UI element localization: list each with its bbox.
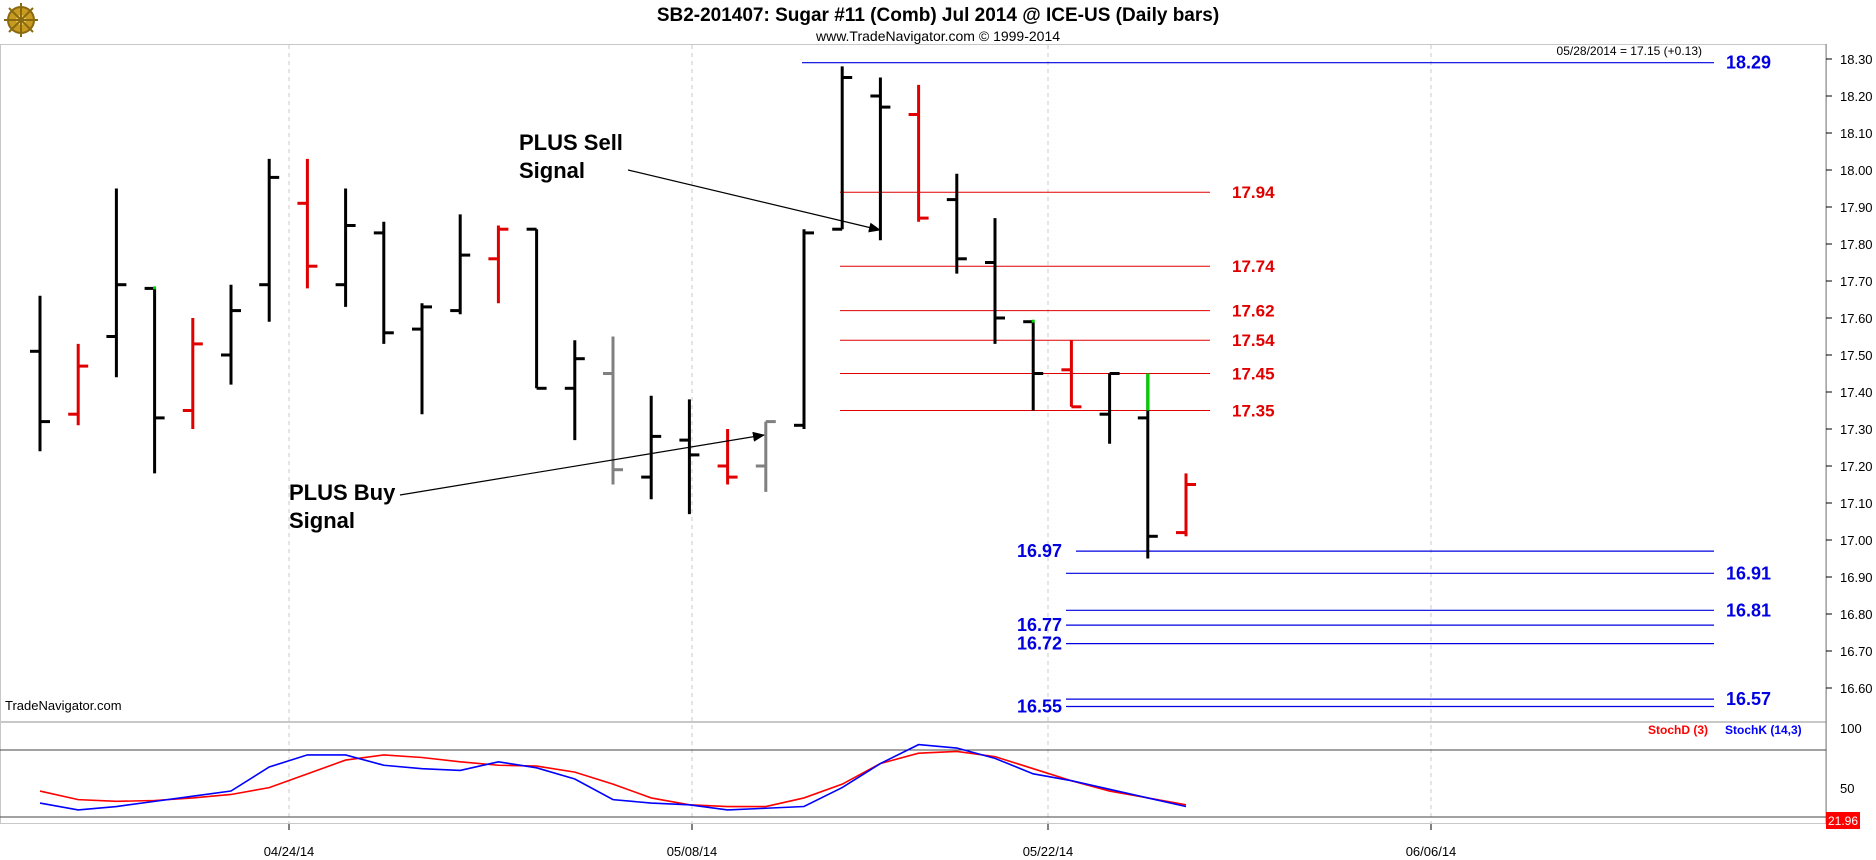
stoch-y-tick-label: 50 [1840, 781, 1854, 796]
stoch-panel-frame [0, 722, 1827, 824]
signal-annotation-line2: Signal [519, 158, 585, 183]
signal-dot [153, 286, 157, 290]
stoch-k-legend: StochK (14,3) [1725, 723, 1802, 737]
signal-annotation-line2: Signal [289, 508, 355, 533]
y-tick-label: 17.40 [1840, 385, 1873, 400]
support-label: 16.72 [1017, 634, 1062, 654]
ohlc-bar [832, 66, 853, 231]
stoch-y-tick-label: 100 [1840, 721, 1862, 736]
stoch-last-value: 21.96 [1828, 814, 1858, 828]
ohlc-bar [526, 227, 547, 390]
support-label: 16.57 [1726, 689, 1771, 709]
ohlc-bar [755, 420, 776, 492]
y-tick-label: 17.20 [1840, 459, 1873, 474]
watermark: TradeNavigator.com [5, 698, 122, 713]
ohlc-bar [412, 303, 432, 415]
signal-dot [1031, 319, 1035, 323]
signal-annotation-line1: PLUS Sell [519, 130, 623, 155]
ohlc-bar [221, 284, 241, 385]
price-axis: 18.30 18.20 18.10 18.00 17.90 17.80 17.70 17.60… [1826, 52, 1873, 696]
resistance-label: 17.94 [1232, 183, 1275, 202]
signal-arrow [399, 431, 765, 496]
ohlc-bar [450, 214, 471, 315]
ohlc-bar [946, 173, 967, 274]
chart-subtitle: www.TradeNavigator.com © 1999-2014 [815, 28, 1060, 44]
signal-annotation-line1: PLUS Buy [289, 480, 396, 505]
stoch-d-line [39, 750, 1187, 808]
ohlc-bar [30, 295, 50, 452]
resistance-label: 17.62 [1232, 302, 1275, 321]
ohlc-bar [373, 221, 394, 344]
ohlc-bar [603, 336, 623, 485]
y-tick-label: 17.90 [1840, 200, 1873, 215]
ohlc-bar [794, 229, 814, 429]
support-label: 16.81 [1726, 600, 1771, 620]
price-panel-frame [0, 44, 1827, 722]
y-tick-label: 17.10 [1840, 496, 1873, 511]
support-label: 16.91 [1726, 563, 1771, 583]
ohlc-bar [106, 188, 127, 378]
gridlines [288, 45, 1432, 824]
stoch-d-legend: StochD (3) [1648, 723, 1708, 737]
y-tick-label: 16.60 [1840, 681, 1873, 696]
stoch-k-line [39, 743, 1187, 811]
ohlc-bar [641, 395, 662, 500]
x-tick-label: 06/06/14 [1406, 844, 1457, 859]
y-tick-label: 18.30 [1840, 52, 1873, 67]
ohlc-bar [182, 318, 203, 429]
price-levels: 17.94 17.74 17.62 17.54 17.45 17.35 18.29 16.97… [802, 53, 1771, 717]
ohlc-bars [30, 66, 1196, 559]
ohlc-bar [908, 84, 929, 222]
ohlc-bar [870, 77, 891, 241]
resistance-label: 17.54 [1232, 331, 1275, 350]
ohlc-bar [297, 158, 318, 289]
ohlc-bar [564, 340, 585, 441]
support-label: 18.29 [1726, 53, 1771, 73]
date-axis: 04/24/14 05/08/14 05/22/14 06/06/14 [264, 824, 1457, 859]
ohlc-bar [144, 286, 165, 474]
y-tick-label: 18.10 [1840, 126, 1873, 141]
y-tick-label: 16.70 [1840, 644, 1873, 659]
chart-title: SB2-201407: Sugar #11 (Comb) Jul 2014 @ … [657, 5, 1219, 26]
ohlc-bar [679, 399, 700, 515]
ohlc-bar [717, 429, 738, 485]
header: SB2-201407: Sugar #11 (Comb) Jul 2014 @ … [4, 3, 1219, 44]
resistance-label: 17.35 [1232, 402, 1275, 421]
ohlc-bar [1061, 340, 1082, 409]
y-tick-label: 18.00 [1840, 163, 1873, 178]
y-tick-label: 17.70 [1840, 274, 1873, 289]
y-tick-label: 17.60 [1840, 311, 1873, 326]
y-tick-label: 17.80 [1840, 237, 1873, 252]
stoch-last-value-badge [1826, 812, 1860, 829]
resistance-label: 17.45 [1232, 365, 1275, 384]
y-tick-label: 17.50 [1840, 348, 1873, 363]
support-label: 16.55 [1017, 697, 1062, 717]
ohlc-bar [1137, 373, 1158, 559]
stochastic-panel: 100 50 StochD (3) StochK (14,3) 21.96 [0, 721, 1862, 829]
y-tick-label: 17.00 [1840, 533, 1873, 548]
ohlc-bar [1176, 473, 1196, 537]
ohlc-bar [1023, 319, 1044, 411]
x-tick-label: 04/24/14 [264, 844, 315, 859]
resistance-label: 17.74 [1232, 257, 1275, 276]
ohlc-bar [259, 158, 280, 322]
y-tick-label: 17.30 [1840, 422, 1873, 437]
ohlc-bar [335, 188, 356, 307]
ohlc-bar [985, 218, 1005, 344]
y-tick-label: 16.90 [1840, 570, 1873, 585]
support-label: 16.77 [1017, 615, 1062, 635]
last-price-note: 05/28/2014 = 17.15 (+0.13) [1557, 44, 1702, 58]
ohlc-bar [68, 343, 89, 426]
ohlc-bar [1099, 372, 1120, 444]
ohlc-bar [488, 225, 509, 304]
y-tick-label: 18.20 [1840, 89, 1873, 104]
x-tick-label: 05/22/14 [1023, 844, 1074, 859]
signal-arrow [627, 169, 881, 233]
ship-wheel-logo-icon [4, 3, 38, 37]
signal-annotations: PLUS Sell Signal PLUS Buy Signal [289, 130, 881, 533]
support-label: 16.97 [1017, 541, 1062, 561]
y-tick-label: 16.80 [1840, 607, 1873, 622]
x-tick-label: 05/08/14 [667, 844, 718, 859]
